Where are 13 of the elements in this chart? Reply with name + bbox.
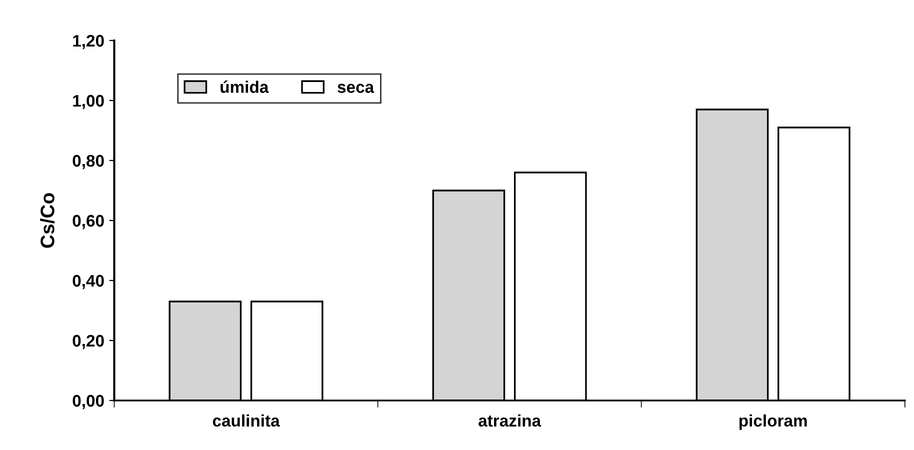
y-tick-label: 0,40 — [72, 274, 104, 290]
y-tick-label: 0,60 — [72, 214, 104, 230]
y-tick-label: 0,20 — [72, 334, 104, 350]
legend-label: seca — [338, 84, 374, 93]
y-tick-label: 1,20 — [73, 34, 104, 50]
y-tick-label: 0,00 — [72, 394, 104, 410]
y-tick-label: 1,00 — [73, 94, 104, 110]
x-tick-label: atrazina — [478, 414, 542, 427]
y-tick-label: 0,80 — [72, 154, 104, 170]
legend-label: úmida — [220, 80, 269, 93]
y-axis-title: Cs/Co — [40, 193, 55, 248]
x-tick-label: caulinita — [212, 414, 280, 427]
x-tick-label: picloram — [739, 414, 807, 430]
